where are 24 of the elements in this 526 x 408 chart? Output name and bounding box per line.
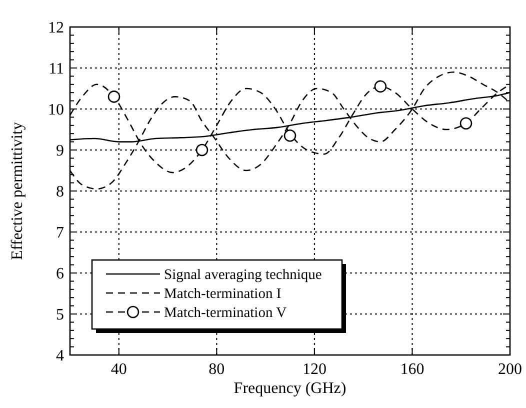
point <box>284 130 296 142</box>
point <box>374 80 387 93</box>
x-tick-label: 120 <box>302 361 326 378</box>
point <box>108 90 120 103</box>
point <box>460 117 472 130</box>
x-tick-label: 80 <box>208 361 225 378</box>
y-tick-label: 4 <box>56 348 64 365</box>
legend-label: Match-termination I <box>164 286 282 302</box>
legend-label: Match-termination V <box>164 305 288 322</box>
x-tick-label: 200 <box>498 361 522 378</box>
legend-label: Signal averaging technique <box>164 267 322 284</box>
y-tick-label: 5 <box>56 306 64 324</box>
x-tick-label: 160 <box>400 361 424 378</box>
y-tick-label: 6 <box>56 266 64 283</box>
y-axis-title: Effective permittivity <box>9 122 26 260</box>
x-axis-title: Frequency (GHz) <box>234 380 346 397</box>
x-tick-label: 40 <box>110 361 127 378</box>
y-tick-label: 10 <box>48 102 64 119</box>
y-tick-label: 11 <box>48 60 64 78</box>
y-tick-label: 7 <box>56 224 64 242</box>
point <box>196 144 208 156</box>
y-tick-label: 8 <box>56 184 64 201</box>
y-tick-label: 9 <box>56 142 64 160</box>
y-tick-label: 12 <box>48 20 64 37</box>
